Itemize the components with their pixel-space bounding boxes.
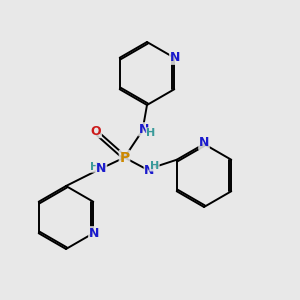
Text: N: N <box>199 136 209 149</box>
Text: H: H <box>90 162 99 172</box>
Text: N: N <box>96 161 106 175</box>
Text: H: H <box>146 128 155 138</box>
Text: N: N <box>144 164 154 177</box>
Text: N: N <box>139 123 149 136</box>
Text: O: O <box>91 124 101 138</box>
Text: N: N <box>170 51 180 64</box>
Text: H: H <box>150 161 159 171</box>
Text: P: P <box>119 151 130 164</box>
Text: N: N <box>89 227 99 240</box>
